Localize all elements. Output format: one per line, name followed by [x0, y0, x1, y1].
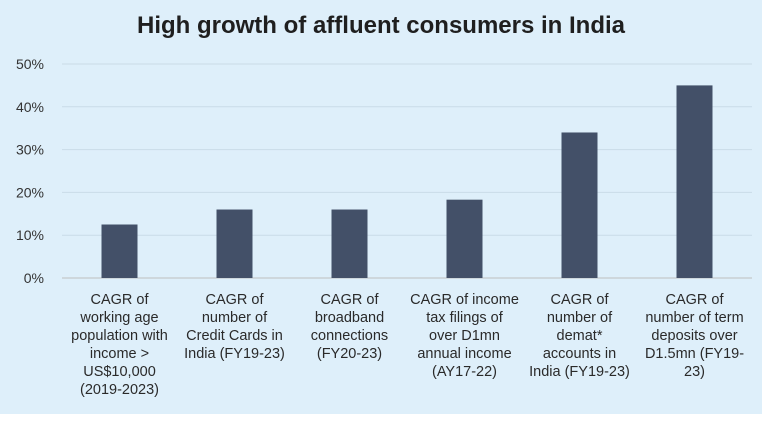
x-category-label: CAGR of income tax filings of over D1mn ann…	[409, 291, 521, 381]
x-category-label-line: CAGR of	[90, 292, 149, 308]
x-category-label-line: accounts in	[542, 346, 617, 362]
x-category-label-line: (FY20-23)	[316, 346, 383, 362]
bar	[561, 132, 598, 278]
x-category-label-line: US$10,000	[83, 364, 156, 380]
x-category-label-line: annual income	[417, 346, 512, 362]
x-category-label: CAGR of number of demat* accounts in India (…	[524, 291, 636, 381]
x-category-label: CAGR of number of Credit Cards in India (FY…	[179, 291, 291, 363]
x-category-label-line: broadband	[314, 310, 385, 326]
x-category-label-line: demat*	[556, 328, 603, 344]
x-category-label-line: CAGR of	[320, 292, 379, 308]
x-category-label: CAGR of broadband connections (FY20-23)	[294, 291, 406, 363]
y-tick-label: 40%	[16, 99, 44, 115]
x-category-label-line: (2019-2023)	[80, 382, 159, 398]
chart-title: High growth of affluent consumers in Ind…	[136, 12, 625, 39]
x-category-label-line: CAGR of	[665, 292, 724, 308]
x-category-label-line: Credit Cards in	[186, 328, 283, 344]
x-category-label-line: tax filings of	[426, 310, 503, 326]
x-category-label-line: CAGR of	[550, 292, 609, 308]
bar	[676, 85, 713, 279]
x-category-label-line: 23)	[684, 364, 705, 380]
x-category-label-line: India (FY19-23)	[529, 364, 630, 380]
bar	[331, 209, 368, 278]
x-category-label-line: CAGR of income	[410, 292, 519, 308]
y-tick-label: 0%	[24, 270, 44, 286]
bar-chart: 0% 10% 20% 30% 40% 50%	[16, 56, 752, 286]
x-category-label-line: number of	[546, 310, 613, 326]
y-tick-label: 10%	[16, 227, 44, 243]
x-category-label-line: (AY17-22)	[431, 364, 497, 380]
x-category-label-line: population with	[71, 328, 168, 344]
chart-panel: High growth of affluent consumers in Ind…	[0, 0, 762, 414]
x-category-label-line: number of term	[645, 310, 744, 326]
x-category-label: CAGR of working age population with income …	[64, 291, 176, 399]
bar	[216, 209, 253, 278]
y-tick-label: 50%	[16, 56, 44, 72]
x-category-label-line: income >	[89, 346, 150, 362]
x-category-label-line: deposits over	[651, 328, 738, 344]
x-category-label: CAGR of number of term deposits over D1.5mn…	[639, 291, 751, 381]
x-category-label-line: over D1mn	[429, 328, 500, 344]
x-category-label-line: D1.5mn (FY19-	[644, 346, 745, 362]
bar	[446, 199, 483, 278]
x-category-label-line: number of	[201, 310, 268, 326]
y-tick-label: 30%	[16, 142, 44, 158]
x-category-label-line: India (FY19-23)	[184, 346, 285, 362]
x-category-label-line: working age	[80, 310, 159, 326]
bar	[101, 224, 138, 278]
x-category-label-line: connections	[310, 328, 389, 344]
y-tick-label: 20%	[16, 184, 44, 200]
x-category-label-line: CAGR of	[205, 292, 264, 308]
